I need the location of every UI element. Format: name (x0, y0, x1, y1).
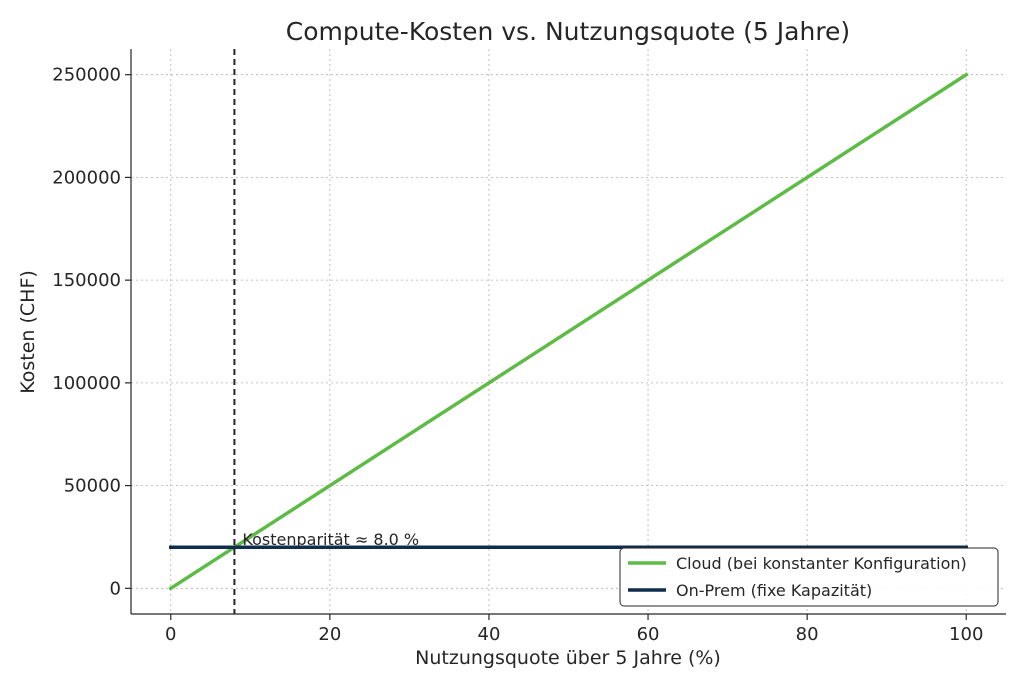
x-axis-title: Nutzungsquote über 5 Jahre (%) (415, 647, 721, 669)
legend-label-cloud: Cloud (bei konstanter Konfiguration) (676, 554, 967, 573)
axes (130, 49, 1006, 615)
x-tick-label: 0 (165, 624, 176, 645)
x-tick-label: 80 (796, 624, 819, 645)
y-axis-title: Kosten (CHF) (17, 270, 39, 394)
x-tick-label: 40 (478, 624, 501, 645)
series-layer (168, 49, 969, 614)
y-tick-label: 50000 (64, 476, 121, 497)
x-tick-label: 100 (949, 624, 983, 645)
y-tick-label: 200000 (52, 167, 121, 188)
y-tick-label: 0 (110, 578, 121, 599)
y-tick-label: 250000 (52, 65, 121, 86)
legend-label-onprem: On-Prem (fixe Kapazität) (676, 581, 872, 600)
legend: Cloud (bei konstanter Konfiguration) On-P… (619, 547, 999, 607)
y-tick-label: 100000 (52, 373, 121, 394)
legend-box (619, 547, 999, 607)
x-tick-label: 60 (637, 624, 660, 645)
chart-title: Compute-Kosten vs. Nutzungsquote (5 Jahr… (286, 17, 850, 46)
x-tick-label: 20 (318, 624, 341, 645)
parity-annotation: Kostenparität ≈ 8.0 % (242, 530, 419, 549)
y-tick-label: 150000 (52, 270, 121, 291)
ticks: 0 20 40 60 80 100 0 50000 100000 150000 200000 2500… (52, 65, 983, 645)
grid (131, 49, 1006, 614)
cloud-cost-line (168, 72, 969, 591)
